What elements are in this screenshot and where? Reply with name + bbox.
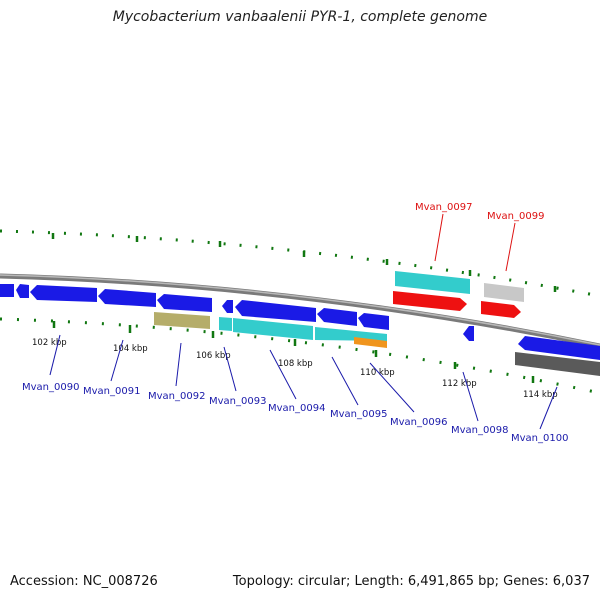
gene-arrow-mvan-0096-blue[interactable]: [358, 313, 389, 330]
genome-backbone-highlight: [0, 274, 600, 346]
label-leaders: [49, 213, 558, 430]
tick-label-102: 102 kbp: [32, 338, 67, 348]
gene-arrow-mvan-0091[interactable]: [98, 289, 156, 307]
gene-block-mvan-0096-orange[interactable]: [354, 337, 387, 348]
forward-strand-genes: [393, 271, 524, 318]
gene-block-mvan-0097-cyan[interactable]: [395, 271, 470, 294]
accession-text: Accession: NC_008726: [10, 574, 158, 589]
gene-arrow-mvan-0097-red[interactable]: [393, 291, 467, 311]
gene-arrow-partial-left[interactable]: [0, 284, 14, 297]
gene-block-mvan-0093-cyan[interactable]: [219, 317, 232, 331]
gene-arrow-mvan-0094-blue[interactable]: [235, 300, 316, 322]
gene-label-mvan-0090[interactable]: Mvan_0090: [22, 382, 79, 393]
gene-block-mvan-0100-gray[interactable]: [515, 352, 600, 376]
gene-label-mvan-0096[interactable]: Mvan_0096: [390, 417, 447, 428]
gene-label-mvan-0100[interactable]: Mvan_0100: [511, 433, 568, 444]
reverse-strand-genes: [0, 284, 600, 360]
major-ticks: [51, 233, 557, 383]
tick-label-106: 106 kbp: [196, 351, 231, 361]
gene-block-mvan-0095-cyan[interactable]: [315, 327, 387, 341]
gene-arrow-mvan-0100[interactable]: [518, 336, 600, 360]
gene-arrow-mvan-0099-red[interactable]: [481, 301, 521, 318]
gene-block-mvan-0092[interactable]: [154, 312, 210, 329]
gene-block-mvan-0099-gray[interactable]: [484, 283, 524, 302]
gene-label-mvan-0095[interactable]: Mvan_0095: [330, 409, 387, 420]
tick-label-104: 104 kbp: [113, 344, 148, 354]
gene-label-mvan-0099[interactable]: Mvan_0099: [487, 211, 544, 222]
feature-blocks: [154, 312, 600, 376]
gene-label-mvan-0091[interactable]: Mvan_0091: [83, 386, 140, 397]
tick-label-114: 114 kbp: [523, 390, 558, 400]
gene-arrow-mvan-0090[interactable]: [30, 285, 97, 302]
tick-label-110: 110 kbp: [360, 368, 395, 378]
gene-arrow-small-blue[interactable]: [16, 284, 29, 298]
map-title: Mycobacterium vanbaalenii PYR-1, complet…: [112, 9, 488, 25]
gene-arrow-mvan-0098[interactable]: [463, 326, 474, 341]
gene-label-mvan-0098[interactable]: Mvan_0098: [451, 425, 508, 436]
genome-summary-text: Topology: circular; Length: 6,491,865 bp…: [232, 574, 590, 589]
gene-block-mvan-0094-cyan[interactable]: [233, 318, 313, 340]
gene-arrow-mvan-0095[interactable]: [317, 308, 357, 326]
tick-label-108: 108 kbp: [278, 359, 313, 369]
gene-label-mvan-0094[interactable]: Mvan_0094: [268, 403, 325, 414]
genome-backbone: [0, 273, 600, 349]
gene-label-mvan-0097[interactable]: Mvan_0097: [415, 202, 472, 213]
tick-label-112: 112 kbp: [442, 379, 477, 389]
gene-label-mvan-0093[interactable]: Mvan_0093: [209, 396, 266, 407]
gene-arrow-mvan-0092-blue[interactable]: [157, 294, 212, 312]
gene-arrow-small-blue-2[interactable]: [222, 300, 233, 313]
gene-label-mvan-0092[interactable]: Mvan_0092: [148, 391, 205, 402]
